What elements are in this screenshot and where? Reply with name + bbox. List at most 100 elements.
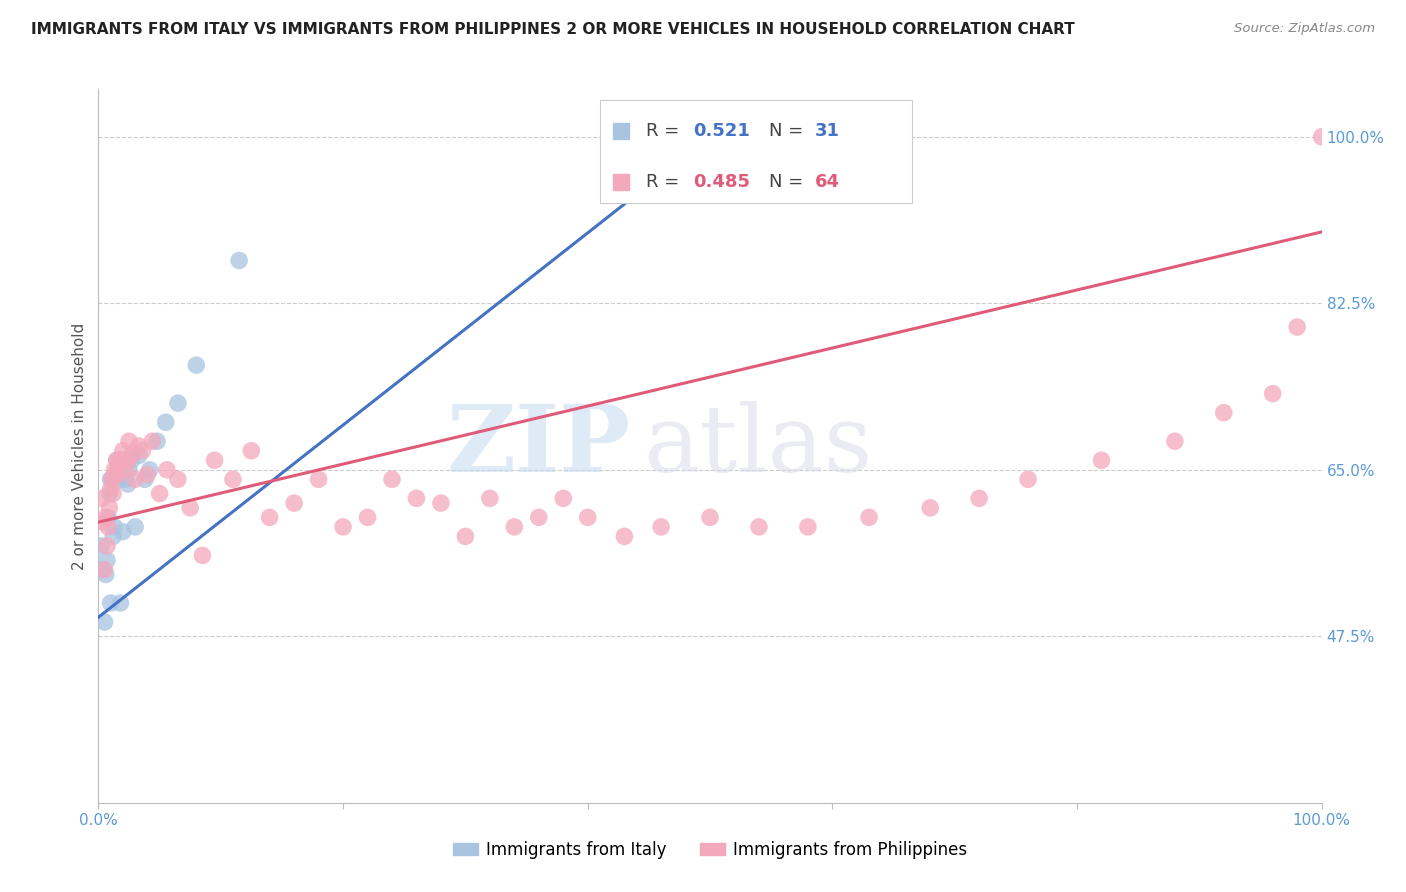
Point: [100, 482, 122, 496]
Point: [332, 520, 354, 534]
Text: ZIP: ZIP: [446, 401, 630, 491]
Point: [114, 463, 136, 477]
Point: [149, 486, 172, 500]
Point: [93, 563, 115, 577]
Point: [104, 467, 127, 482]
Point: [191, 549, 214, 563]
Point: [405, 491, 427, 506]
Point: [967, 491, 990, 506]
Point: [118, 463, 141, 477]
Point: [920, 500, 942, 515]
Point: [97, 520, 120, 534]
Text: 0.485: 0.485: [693, 173, 749, 191]
Point: [381, 472, 404, 486]
Point: [179, 500, 201, 515]
Point: [105, 453, 128, 467]
Point: [107, 463, 129, 477]
Point: [96, 539, 118, 553]
Text: Source: ZipAtlas.com: Source: ZipAtlas.com: [1234, 22, 1375, 36]
Point: [1286, 320, 1309, 334]
Point: [478, 491, 501, 506]
Point: [110, 453, 132, 467]
Point: [101, 529, 124, 543]
Text: R =: R =: [647, 121, 685, 139]
Point: [240, 443, 263, 458]
Point: [103, 520, 125, 534]
Point: [110, 596, 132, 610]
Point: [858, 510, 880, 524]
Point: [117, 477, 139, 491]
Text: R =: R =: [647, 173, 685, 191]
Point: [134, 472, 156, 486]
Point: [111, 453, 134, 467]
Point: [117, 453, 139, 467]
Point: [1090, 453, 1112, 467]
Point: [139, 463, 162, 477]
Point: [97, 510, 120, 524]
Point: [141, 434, 163, 449]
Point: [613, 529, 636, 543]
Point: [91, 563, 114, 577]
Point: [356, 510, 378, 524]
Point: [128, 439, 150, 453]
Point: [167, 396, 190, 410]
Point: [650, 520, 672, 534]
Point: [136, 467, 159, 482]
Point: [91, 515, 114, 529]
Point: [90, 539, 112, 553]
Point: [108, 472, 131, 486]
Point: [1310, 129, 1333, 144]
Point: [454, 529, 477, 543]
Text: N =: N =: [769, 121, 808, 139]
Point: [124, 472, 146, 486]
Point: [283, 496, 305, 510]
Point: [167, 472, 190, 486]
Point: [100, 472, 122, 486]
Point: [98, 500, 121, 515]
Point: [128, 449, 150, 463]
Point: [1017, 472, 1039, 486]
Point: [430, 496, 453, 510]
Point: [204, 453, 226, 467]
Y-axis label: 2 or more Vehicles in Household: 2 or more Vehicles in Household: [72, 322, 87, 570]
Point: [797, 520, 820, 534]
Point: [103, 463, 125, 477]
Point: [553, 491, 575, 506]
Point: [1261, 386, 1284, 401]
FancyBboxPatch shape: [600, 100, 912, 203]
Point: [96, 553, 118, 567]
Point: [101, 472, 124, 486]
Text: 64: 64: [815, 173, 841, 191]
Point: [1164, 434, 1187, 449]
Point: [1212, 406, 1234, 420]
Point: [228, 253, 250, 268]
Point: [748, 520, 770, 534]
Point: [131, 443, 153, 458]
Point: [104, 467, 127, 482]
Point: [105, 453, 128, 467]
Point: [186, 358, 208, 372]
Point: [94, 510, 117, 524]
Point: [527, 510, 550, 524]
Text: 31: 31: [815, 121, 841, 139]
Point: [120, 449, 142, 463]
Point: [111, 524, 134, 539]
Text: 0.521: 0.521: [693, 121, 749, 139]
Point: [114, 472, 136, 486]
Point: [107, 467, 129, 482]
Point: [118, 434, 141, 449]
Text: atlas: atlas: [643, 401, 872, 491]
Point: [124, 520, 146, 534]
Point: [576, 510, 599, 524]
Point: [699, 510, 721, 524]
Point: [101, 486, 124, 500]
Point: [100, 596, 122, 610]
Point: [120, 453, 142, 467]
Point: [259, 510, 281, 524]
Point: [94, 567, 117, 582]
Point: [111, 443, 134, 458]
Point: [222, 472, 245, 486]
Point: [108, 458, 131, 472]
Point: [91, 491, 114, 506]
Point: [308, 472, 330, 486]
